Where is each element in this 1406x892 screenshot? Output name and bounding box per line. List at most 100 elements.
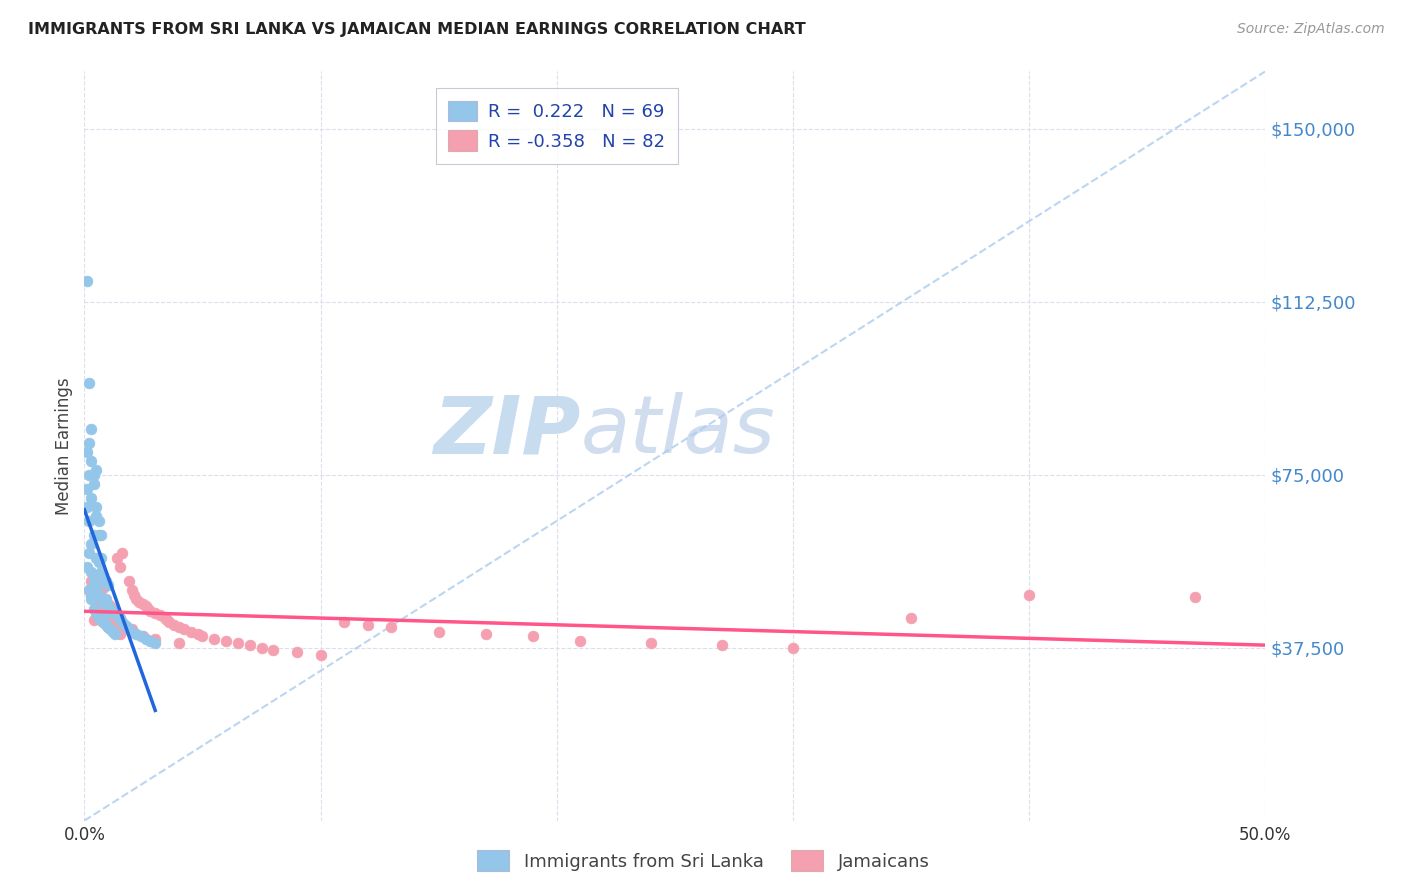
Point: [76, 444, 98, 458]
Point: [97, 620, 120, 634]
Point: [94, 617, 117, 632]
Point: [167, 620, 190, 634]
Point: [76, 500, 98, 514]
Point: [202, 632, 225, 646]
Point: [97, 620, 120, 634]
Text: atlas: atlas: [581, 392, 775, 470]
Point: [87, 585, 110, 599]
Point: [91, 592, 114, 607]
Legend: Immigrants from Sri Lanka, Jamaicans: Immigrants from Sri Lanka, Jamaicans: [470, 843, 936, 879]
Point: [80, 565, 103, 579]
Point: [101, 611, 124, 625]
Point: [1184, 590, 1206, 604]
Point: [333, 615, 356, 630]
Point: [83, 613, 105, 627]
Point: [226, 636, 249, 650]
Point: [77, 583, 100, 598]
Point: [108, 617, 131, 632]
Point: [80, 537, 103, 551]
Point: [427, 624, 450, 639]
Point: [83, 574, 105, 588]
Point: [80, 588, 103, 602]
Point: [77, 467, 100, 482]
Point: [108, 613, 131, 627]
Point: [108, 627, 131, 641]
Point: [139, 604, 162, 618]
Text: IMMIGRANTS FROM SRI LANKA VS JAMAICAN MEDIAN EARNINGS CORRELATION CHART: IMMIGRANTS FROM SRI LANKA VS JAMAICAN ME…: [28, 22, 806, 37]
Point: [98, 601, 121, 615]
Point: [157, 615, 180, 630]
Point: [135, 599, 157, 614]
Point: [77, 583, 100, 598]
Point: [97, 599, 120, 614]
Point: [139, 633, 162, 648]
Point: [115, 622, 138, 636]
Point: [285, 645, 308, 659]
Point: [94, 592, 117, 607]
Point: [87, 556, 110, 570]
Point: [84, 583, 107, 598]
Point: [77, 546, 100, 560]
Point: [77, 435, 100, 450]
Point: [121, 622, 143, 636]
Point: [143, 632, 166, 646]
Point: [80, 422, 103, 436]
Point: [76, 274, 98, 288]
Point: [104, 606, 127, 620]
Point: [782, 640, 804, 655]
Point: [104, 613, 127, 627]
Point: [132, 597, 155, 611]
Point: [97, 597, 120, 611]
Point: [180, 624, 202, 639]
Point: [108, 611, 131, 625]
Point: [132, 629, 155, 643]
Point: [125, 627, 148, 641]
Point: [94, 594, 117, 608]
Point: [357, 617, 380, 632]
Point: [114, 620, 136, 634]
Point: [97, 578, 120, 592]
Point: [80, 491, 103, 505]
Point: [90, 565, 112, 579]
Point: [80, 592, 103, 607]
Point: [80, 454, 103, 468]
Point: [94, 604, 117, 618]
Point: [84, 569, 107, 583]
Point: [97, 606, 120, 620]
Point: [107, 615, 129, 630]
Point: [163, 617, 186, 632]
Point: [128, 594, 150, 608]
Point: [239, 639, 262, 653]
Point: [107, 608, 129, 623]
Point: [77, 514, 100, 528]
Point: [91, 615, 114, 630]
Point: [569, 633, 592, 648]
Point: [153, 611, 176, 625]
Point: [475, 627, 498, 641]
Point: [98, 608, 121, 623]
Point: [262, 643, 284, 657]
Point: [167, 636, 190, 650]
Point: [98, 622, 121, 636]
Point: [84, 509, 107, 524]
Point: [87, 588, 110, 602]
Point: [76, 482, 98, 496]
Point: [94, 597, 117, 611]
Point: [94, 574, 117, 588]
Point: [129, 629, 152, 643]
Point: [136, 601, 159, 615]
Point: [125, 592, 148, 607]
Point: [118, 574, 141, 588]
Point: [101, 624, 124, 639]
Point: [711, 639, 734, 653]
Point: [90, 592, 112, 607]
Point: [111, 546, 134, 560]
Point: [191, 629, 214, 643]
Point: [115, 620, 138, 634]
Point: [522, 629, 544, 643]
Point: [380, 620, 402, 634]
Point: [640, 636, 662, 650]
Point: [114, 617, 136, 632]
Point: [101, 604, 124, 618]
Point: [250, 640, 273, 655]
